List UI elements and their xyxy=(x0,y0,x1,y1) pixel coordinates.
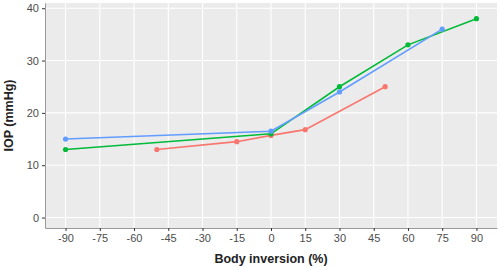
series-line xyxy=(66,29,443,139)
tick-mark xyxy=(42,8,45,9)
axis-line xyxy=(45,4,46,229)
tick: -30 xyxy=(195,228,211,244)
panel-background xyxy=(45,3,497,228)
grid-line xyxy=(99,3,100,228)
grid-line xyxy=(45,112,497,113)
tick: 30 xyxy=(27,55,45,67)
point xyxy=(154,147,159,152)
tick-label: -90 xyxy=(58,232,74,244)
point xyxy=(337,84,342,89)
point xyxy=(440,27,445,32)
tick-mark xyxy=(42,165,45,166)
grid-line xyxy=(339,3,340,228)
chart: -90 -75 -60 -45 -30 -15 0 15 30 45 60 75 90 0 10 20 30 40… xyxy=(0,0,500,268)
tick: -90 xyxy=(58,228,74,244)
grid-line xyxy=(202,3,203,228)
tick-label: 30 xyxy=(334,232,346,244)
tick: 30 xyxy=(334,228,346,244)
grid-line xyxy=(236,3,237,228)
tick-label: -60 xyxy=(127,232,143,244)
tick-mark xyxy=(305,228,306,231)
point xyxy=(474,16,479,21)
grid-line xyxy=(168,3,169,228)
x-axis: -90 -75 -60 -45 -30 -15 0 15 30 45 60 75 90 xyxy=(46,228,498,244)
tick: 10 xyxy=(27,159,45,171)
point xyxy=(383,84,388,89)
tick-mark xyxy=(442,228,443,231)
tick-mark xyxy=(100,228,101,231)
tick-mark xyxy=(271,228,272,231)
tick: 60 xyxy=(402,228,414,244)
tick: 20 xyxy=(27,107,45,119)
tick: 40 xyxy=(27,2,45,14)
tick-label: 0 xyxy=(268,232,274,244)
marks xyxy=(63,16,479,152)
x-axis-title: Body inversion (%) xyxy=(214,252,327,266)
grid-line xyxy=(373,3,374,228)
tick-label: -45 xyxy=(161,232,177,244)
tick: -45 xyxy=(161,228,177,244)
tick: -60 xyxy=(127,228,143,244)
tick: 45 xyxy=(368,228,380,244)
point xyxy=(405,42,410,47)
grid-line xyxy=(45,60,497,61)
tick-label: 40 xyxy=(27,2,39,14)
tick-label: 60 xyxy=(402,232,414,244)
y-axis-title: IOP (mmHg) xyxy=(2,80,16,152)
grid-line xyxy=(65,3,66,228)
tick-label: 15 xyxy=(300,232,312,244)
tick-mark xyxy=(203,228,204,231)
plot: -90 -75 -60 -45 -30 -15 0 15 30 45 60 75 90 0 10 20 30 40 xyxy=(27,2,498,244)
tick-mark xyxy=(134,228,135,231)
grid-line xyxy=(270,3,271,228)
point xyxy=(303,127,308,132)
point xyxy=(234,139,239,144)
tick-mark xyxy=(42,61,45,62)
tick-label: -75 xyxy=(92,232,108,244)
series-line xyxy=(66,19,477,150)
point xyxy=(337,89,342,94)
tick-mark xyxy=(237,228,238,231)
grid-line xyxy=(305,3,306,228)
grid-line xyxy=(45,217,497,218)
tick-label: -30 xyxy=(195,232,211,244)
tick-mark xyxy=(476,228,477,231)
tick-label: 0 xyxy=(33,212,39,224)
tick-mark xyxy=(374,228,375,231)
grid-line xyxy=(407,3,408,228)
tick: 15 xyxy=(300,228,312,244)
tick-label: -15 xyxy=(229,232,245,244)
tick-label: 30 xyxy=(27,55,39,67)
tick-label: 20 xyxy=(27,107,39,119)
tick-mark xyxy=(42,113,45,114)
tick-mark xyxy=(168,228,169,231)
tick: 0 xyxy=(268,228,274,244)
tick-label: 45 xyxy=(368,232,380,244)
grid-line xyxy=(45,165,497,166)
tick: 90 xyxy=(471,228,483,244)
grid-line xyxy=(442,3,443,228)
tick: 75 xyxy=(437,228,449,244)
grid-line xyxy=(133,3,134,228)
point xyxy=(63,136,68,141)
point xyxy=(268,129,273,134)
tick-mark xyxy=(339,228,340,231)
grid-line xyxy=(476,3,477,228)
y-axis: 0 10 20 30 40 xyxy=(27,2,46,228)
point xyxy=(63,147,68,152)
grid-line xyxy=(45,8,497,9)
grid xyxy=(45,3,497,228)
tick-mark xyxy=(408,228,409,231)
tick-label: 90 xyxy=(471,232,483,244)
tick-mark xyxy=(42,218,45,219)
tick-label: 75 xyxy=(437,232,449,244)
tick: -15 xyxy=(229,228,245,244)
tick: 0 xyxy=(33,212,45,224)
tick-label: 10 xyxy=(27,159,39,171)
tick-mark xyxy=(66,228,67,231)
tick: -75 xyxy=(92,228,108,244)
